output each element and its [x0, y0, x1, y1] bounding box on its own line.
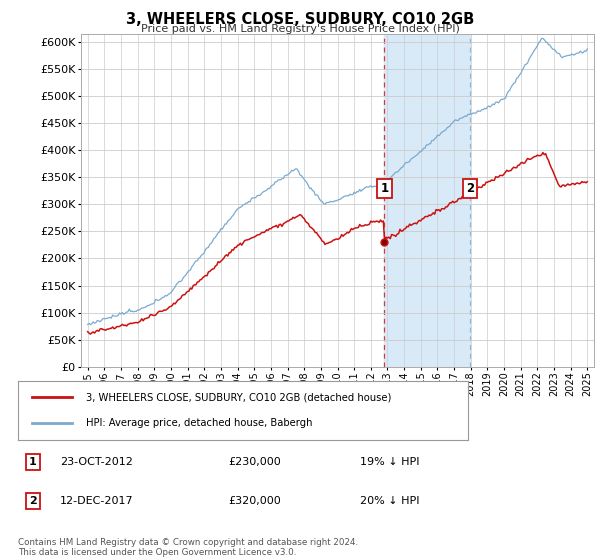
Text: Contains HM Land Registry data © Crown copyright and database right 2024.
This d: Contains HM Land Registry data © Crown c…	[18, 538, 358, 557]
Text: Price paid vs. HM Land Registry's House Price Index (HPI): Price paid vs. HM Land Registry's House …	[140, 24, 460, 34]
Text: 2: 2	[29, 496, 37, 506]
Text: £320,000: £320,000	[228, 496, 281, 506]
Text: 1: 1	[29, 457, 37, 467]
Text: 1: 1	[380, 182, 388, 195]
Text: £230,000: £230,000	[228, 457, 281, 467]
Text: 2: 2	[466, 182, 474, 195]
Text: 19% ↓ HPI: 19% ↓ HPI	[360, 457, 419, 467]
Text: HPI: Average price, detached house, Babergh: HPI: Average price, detached house, Babe…	[86, 418, 312, 428]
Text: 23-OCT-2012: 23-OCT-2012	[60, 457, 133, 467]
Text: 3, WHEELERS CLOSE, SUDBURY, CO10 2GB: 3, WHEELERS CLOSE, SUDBURY, CO10 2GB	[126, 12, 474, 27]
Text: 3, WHEELERS CLOSE, SUDBURY, CO10 2GB (detached house): 3, WHEELERS CLOSE, SUDBURY, CO10 2GB (de…	[86, 392, 391, 402]
Bar	[385, 34, 470, 367]
Text: 12-DEC-2017: 12-DEC-2017	[60, 496, 134, 506]
Text: 20% ↓ HPI: 20% ↓ HPI	[360, 496, 419, 506]
